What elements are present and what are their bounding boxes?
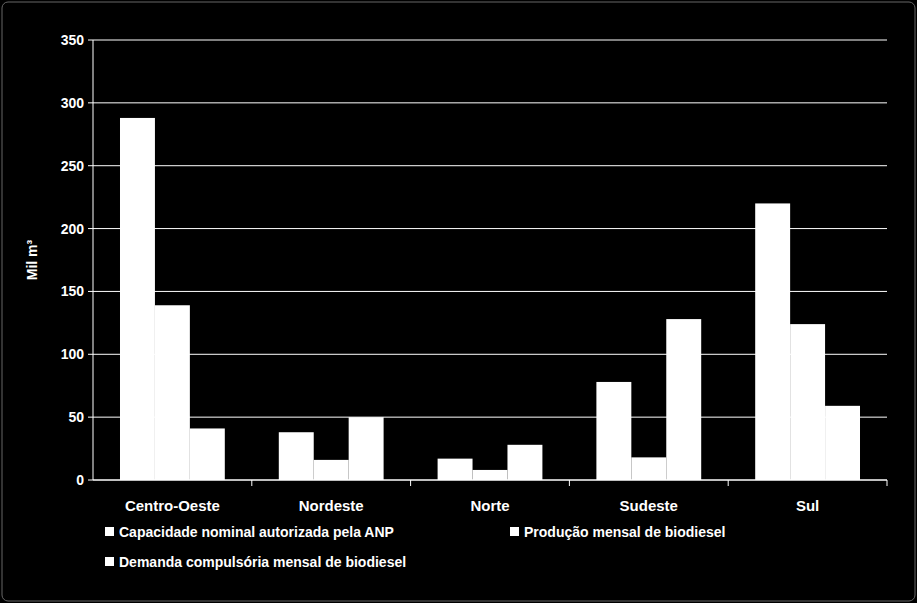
bar	[279, 432, 314, 480]
frame	[2, 2, 915, 601]
y-axis	[93, 40, 94, 480]
background	[0, 0, 917, 603]
x-tick-label: Sudeste	[620, 497, 678, 514]
legend-label: Capacidade nominal autorizada pela ANP	[119, 524, 394, 540]
y-tick	[88, 165, 93, 166]
bar	[349, 417, 384, 480]
bar	[438, 459, 473, 480]
chart-root: 0 50 100 150 200 250 300 350 Mil m³ Centro-Oeste N…	[0, 0, 917, 603]
x-tick-label: Norte	[470, 497, 509, 514]
y-tick-label: 250	[61, 158, 85, 174]
bar	[790, 324, 825, 480]
bars	[120, 118, 860, 480]
bar	[473, 470, 508, 480]
y-tick	[88, 102, 93, 103]
grid-line	[93, 165, 887, 166]
x-tick-label: Nordeste	[299, 497, 364, 514]
legend-swatch	[105, 557, 114, 566]
chart-svg: 0 50 100 150 200 250 300 350 Mil m³ Centro-Oeste N…	[0, 0, 917, 603]
y-tick-label: 200	[61, 221, 85, 237]
x-axis	[93, 480, 887, 481]
legend-swatch	[105, 527, 114, 536]
bar	[120, 118, 155, 480]
grid-line	[93, 102, 887, 103]
x-tick	[728, 480, 729, 486]
y-tick	[88, 40, 93, 41]
legend-swatch	[510, 527, 519, 536]
bar	[755, 203, 790, 480]
x-tick	[251, 480, 252, 486]
bar	[507, 445, 542, 480]
x-tick	[569, 480, 570, 486]
y-tick	[88, 417, 93, 418]
x-tick-label: Centro-Oeste	[125, 497, 220, 514]
y-tick	[88, 354, 93, 355]
y-tick	[88, 480, 93, 481]
legend-label: Produção mensal de biodiesel	[524, 524, 726, 540]
bar	[825, 406, 860, 480]
x-tick-label: Sul	[796, 497, 819, 514]
bar	[596, 382, 631, 480]
bar	[314, 460, 349, 480]
y-tick-label: 150	[61, 283, 85, 299]
y-tick-label: 350	[61, 32, 85, 48]
y-tick-label: 0	[76, 472, 84, 488]
bar	[666, 319, 701, 480]
bar	[155, 305, 190, 480]
bar	[190, 428, 225, 480]
bar	[631, 457, 666, 480]
y-tick	[88, 291, 93, 292]
y-tick-label: 50	[68, 409, 84, 425]
x-tick	[410, 480, 411, 486]
x-tick	[887, 480, 888, 486]
y-tick-label: 100	[61, 346, 85, 362]
y-tick	[88, 228, 93, 229]
grid-line	[93, 480, 887, 481]
y-tick-label: 300	[61, 95, 85, 111]
y-axis-label: Mil m³	[24, 239, 40, 280]
legend-label: Demanda compulsória mensal de biodiesel	[119, 554, 406, 570]
grid-line	[93, 40, 887, 41]
